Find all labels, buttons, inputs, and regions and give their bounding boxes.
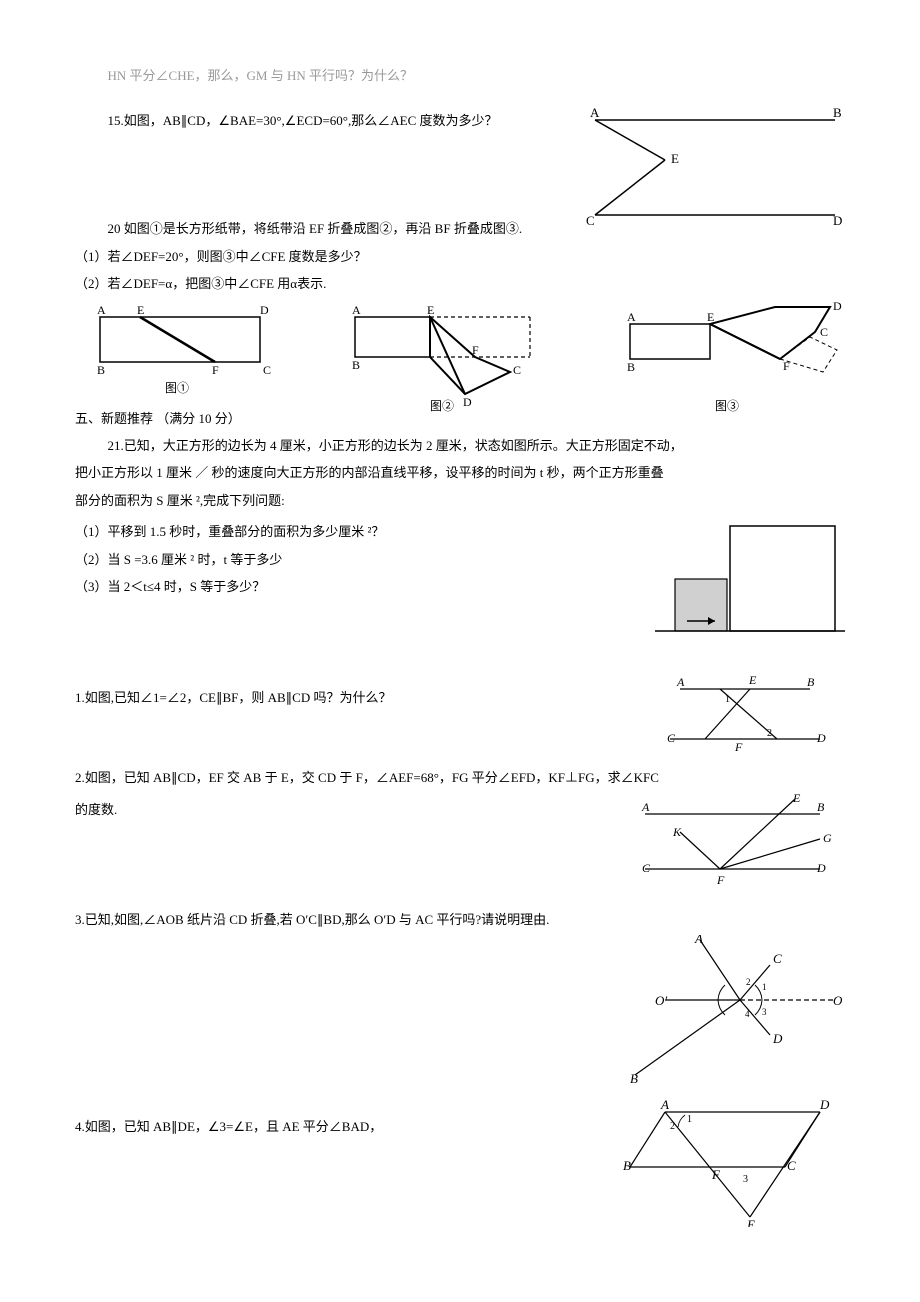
svg-text:B: B <box>807 675 815 689</box>
q20-figures: A E D B F C 图① A E B F C D 图② <box>75 302 845 417</box>
svg-text:F: F <box>212 363 219 377</box>
p4-figure: A D B C E F 1 2 3 <box>615 1097 845 1227</box>
q20-line2: （1）若∠DEF=20°，则图③中∠CFE 度数是多少？ <box>75 245 845 268</box>
svg-text:D: D <box>816 861 826 875</box>
p3-figure: A B C D O O′ 1 2 3 4 <box>595 935 845 1085</box>
p1-figure: A E B C F D 1 2 <box>665 674 845 754</box>
q15-figure: A B C D E <box>585 105 845 235</box>
svg-text:D: D <box>833 302 842 313</box>
svg-text:B: B <box>627 360 635 374</box>
svg-text:A: A <box>97 303 106 317</box>
svg-text:C: C <box>586 213 595 228</box>
svg-text:C: C <box>820 325 828 339</box>
q21-figure <box>655 516 845 646</box>
svg-text:F: F <box>716 873 725 887</box>
svg-text:F: F <box>734 740 743 754</box>
q15-text: 15.如图，AB∥CD，∠BAE=30°,∠ECD=60°,那么∠AEC 度数为… <box>75 109 585 132</box>
svg-text:E: E <box>748 674 757 687</box>
svg-text:F: F <box>711 1167 721 1182</box>
svg-text:2: 2 <box>670 1121 675 1132</box>
svg-text:E: E <box>427 303 434 317</box>
svg-text:G: G <box>823 831 832 845</box>
svg-text:B: B <box>833 105 842 120</box>
q21-l2: 把小正方形以 1 厘米 ／ 秒的速度向大正方形的内部沿直线平移，设平移的时间为 … <box>75 461 845 484</box>
top-line: HN 平分∠CHE，那么，GM 与 HN 平行吗？为什么？ <box>75 64 845 87</box>
svg-text:D: D <box>463 395 472 409</box>
svg-text:3: 3 <box>762 1007 767 1017</box>
svg-text:A: A <box>676 675 685 689</box>
svg-text:E: E <box>746 1217 755 1227</box>
svg-text:D: D <box>816 731 826 745</box>
svg-text:图①: 图① <box>165 381 189 395</box>
svg-text:C: C <box>513 363 521 377</box>
svg-text:C: C <box>642 861 651 875</box>
svg-text:B: B <box>623 1158 631 1173</box>
svg-text:D: D <box>772 1031 783 1046</box>
svg-text:O: O <box>833 993 843 1008</box>
svg-text:A: A <box>627 310 636 324</box>
svg-text:B: B <box>352 358 360 372</box>
svg-text:C: C <box>263 363 271 377</box>
svg-text:2: 2 <box>746 977 751 987</box>
svg-text:O′: O′ <box>655 993 667 1008</box>
svg-text:A: A <box>352 303 361 317</box>
svg-text:F: F <box>783 359 790 373</box>
q20-line3: （2）若∠DEF=α，把图③中∠CFE 用α表示. <box>75 272 845 295</box>
p1-text: 1.如图,已知∠1=∠2，CE∥BF，则 AB∥CD 吗？为什么？ <box>75 678 665 709</box>
q21-p2: （2）当 S =3.6 厘米 ² 时，t 等于多少 <box>75 548 655 571</box>
svg-text:3: 3 <box>743 1174 748 1185</box>
svg-text:4: 4 <box>745 1009 750 1019</box>
svg-text:A: A <box>660 1097 669 1112</box>
q21-l3: 部分的面积为 S 厘米 ²,完成下列问题: <box>75 489 845 512</box>
svg-text:D: D <box>260 303 269 317</box>
p4-text: 4.如图，已知 AB∥DE，∠3=∠E，且 AE 平分∠BAD， <box>75 1101 615 1138</box>
svg-text:K: K <box>672 825 682 839</box>
svg-text:E: E <box>671 151 679 166</box>
svg-text:B: B <box>97 363 105 377</box>
svg-text:D: D <box>833 213 842 228</box>
svg-text:E: E <box>137 303 144 317</box>
q21-p3: （3）当 2＜t≤4 时，S 等于多少？ <box>75 575 655 598</box>
svg-text:图②: 图② <box>430 399 454 412</box>
svg-text:A: A <box>590 105 600 120</box>
svg-text:C: C <box>667 731 676 745</box>
svg-text:C: C <box>787 1158 796 1173</box>
p2-figure: A B C D E F G K <box>625 794 845 894</box>
p3-text: 3.已知,如图,∠AOB 纸片沿 CD 折叠,若 O′C∥BD,那么 O′D 与… <box>75 908 845 931</box>
svg-text:A: A <box>694 935 703 946</box>
svg-text:E: E <box>792 794 801 805</box>
svg-text:2: 2 <box>767 728 772 739</box>
p2-l2: 的度数. <box>75 798 117 821</box>
svg-text:B: B <box>630 1071 638 1085</box>
svg-text:B: B <box>817 800 825 814</box>
svg-text:A: A <box>641 800 650 814</box>
svg-text:C: C <box>773 951 782 966</box>
svg-text:F: F <box>472 343 479 357</box>
p2-l1: 2.如图，已知 AB∥CD，EF 交 AB 于 E，交 CD 于 F，∠AEF=… <box>75 766 845 789</box>
svg-text:图③: 图③ <box>715 399 739 413</box>
q21-p1: （1）平移到 1.5 秒时，重叠部分的面积为多少厘米 ²？ <box>75 520 655 543</box>
svg-text:D: D <box>819 1097 830 1112</box>
q21-l1: 21.已知，大正方形的边长为 4 厘米，小正方形的边长为 2 厘米，状态如图所示… <box>75 434 845 457</box>
svg-text:1: 1 <box>725 694 730 705</box>
svg-text:1: 1 <box>687 1114 692 1125</box>
svg-text:E: E <box>707 310 714 324</box>
svg-text:1: 1 <box>762 982 767 992</box>
